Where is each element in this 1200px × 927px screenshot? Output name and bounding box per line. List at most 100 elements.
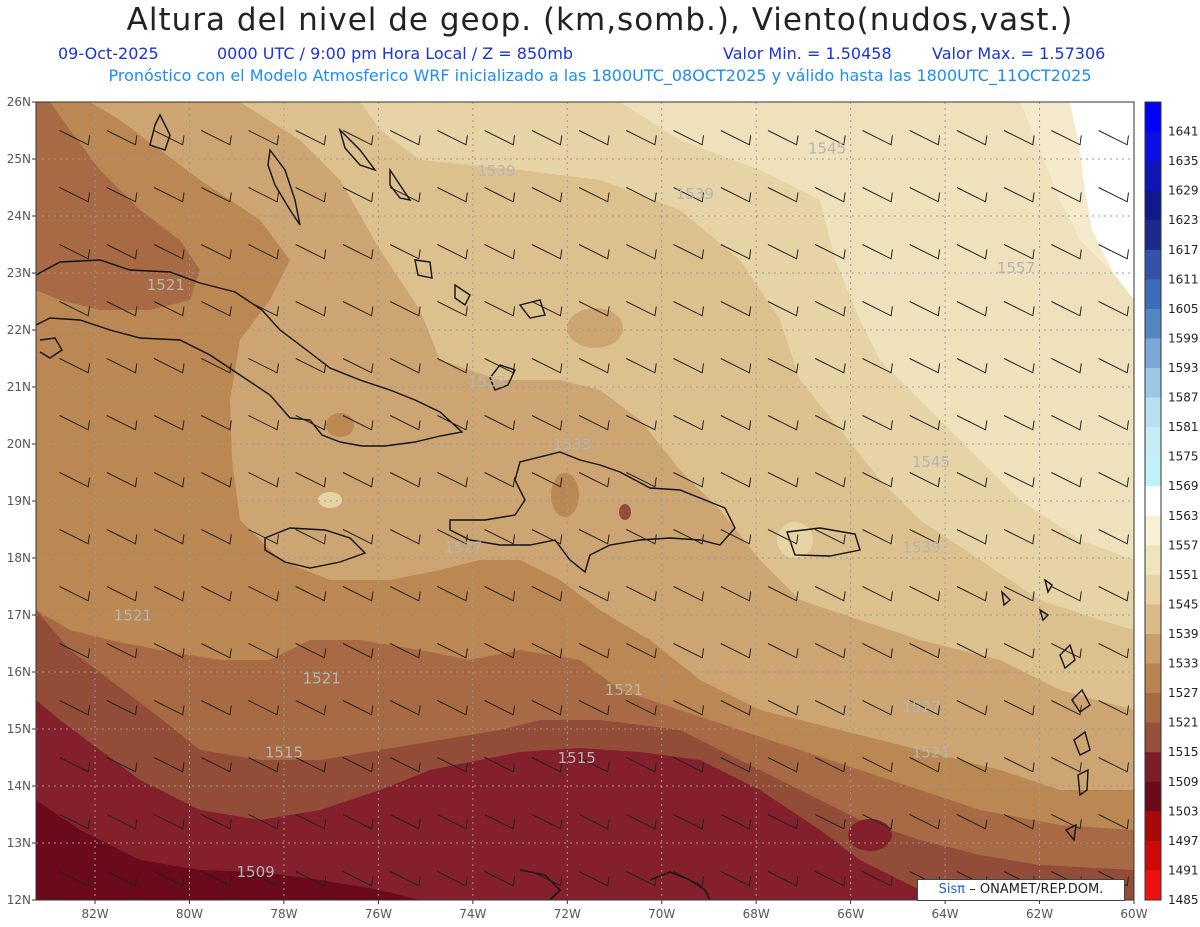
map-title: Altura del nivel de geop. (km,somb.), Vi… [126,2,1074,38]
lon-tick-label: 70W [648,907,675,921]
wind-barb [484,187,516,203]
wind-barb [1051,586,1082,602]
wind-barb [295,700,327,716]
wind-barb [862,700,893,716]
wind-barb [59,130,91,146]
wind-barb [862,643,893,659]
colorbar-swatch [1145,161,1161,192]
contour-label: 1515 [265,744,303,762]
wind-barb [106,700,138,716]
wind-barb [389,814,421,830]
wind-barb [862,586,893,602]
wind-barb [673,301,704,317]
wind-barb [295,757,327,773]
wind-barb [201,187,232,203]
wind-barb [342,814,374,830]
wind-barb [814,586,846,602]
wind-barb [342,472,374,488]
wind-barb [673,757,704,773]
wind-barb [59,529,91,545]
colorbar-level-label: 1575 [1168,450,1199,464]
lon-tick-label: 78W [270,907,297,921]
coastlines [35,113,1091,901]
colorbar-level-label: 1563 [1168,509,1199,523]
wind-barb [862,244,893,260]
wind-barb [531,700,563,716]
colorbar-swatch [1145,338,1161,369]
wind-barb [1003,814,1035,830]
wind-barb [106,871,138,887]
colorbar-level-label: 1539 [1168,627,1199,641]
wind-barb [767,700,799,716]
wind-barb [862,871,893,887]
wind-barb [1051,643,1082,659]
wind-barb [1098,358,1129,374]
colorbar-level-label: 1515 [1168,745,1199,759]
lat-tick-label: 26N [7,95,31,109]
wind-barb [59,643,91,659]
wind-barb [59,187,91,203]
lat-tick-label: 22N [7,323,31,337]
longitude-axis: 82W 80W 78W 76W 74W 72W 70W 68W 66W 64W 62W 60W [81,900,1148,921]
wind-barb [201,415,232,431]
wind-barb [484,358,516,374]
wind-barb [201,472,232,488]
time-label: 0000 UTC / 9:00 pm Hora Local / Z = 850m… [217,44,574,63]
wind-barb [248,700,279,716]
wind-barb [153,586,185,602]
wind-barb [1051,757,1082,773]
wind-barb [59,244,91,260]
wind-barb [1051,529,1082,545]
wind-barb [720,130,752,146]
wind-barb [201,130,232,146]
wind-barb [531,757,563,773]
wind-barb [389,301,421,317]
wind-barb [626,700,657,716]
wind-barb [956,301,988,317]
lat-tick-label: 24N [7,209,31,223]
wind-barb [437,415,468,431]
wind-barb [437,130,468,146]
wind-barb [248,244,279,260]
wind-barb [437,643,468,659]
wind-barb [59,757,91,773]
wind-barb [626,130,657,146]
wind-barb [201,700,232,716]
wind-barb [1051,415,1082,431]
wind-barb [626,301,657,317]
lat-tick-label: 16N [7,665,31,679]
wind-barb [484,301,516,317]
wind-barb [201,244,232,260]
colorbar-level-label: 1557 [1168,538,1199,552]
contour-label: 1521 [605,681,643,699]
wind-barb [248,814,279,830]
wind-barb [389,187,421,203]
wind-barb [1098,415,1129,431]
contour-label: 1521 [147,276,185,294]
wind-barb [673,415,704,431]
wind-barb [1003,358,1035,374]
wind-barb [59,871,91,887]
colorbar-level-label: 1641 [1168,125,1199,139]
wind-barb [578,130,610,146]
wind-barb [767,871,799,887]
colorbar-level-label: 1587 [1168,391,1199,405]
wind-barb [956,244,988,260]
wind-barb [437,529,468,545]
contour-label: 1557 [997,259,1035,277]
colorbar-swatch [1145,279,1161,310]
colorbar-level-label: 1617 [1168,243,1199,257]
wind-barb [1003,301,1035,317]
onamet-credit-text: – ONAMET/REP.DOM. [969,882,1104,897]
wind-barb [673,529,704,545]
wind-barb [342,358,374,374]
colorbar-level-label: 1521 [1168,716,1199,730]
wind-barb [1003,472,1035,488]
contour-label: 1527 [444,538,482,556]
wind-barb [673,187,704,203]
credit-box: Sisπ – ONAMET/REP.DOM. [917,879,1125,901]
wind-barb [1098,529,1129,545]
colorbar-level-label: 1605 [1168,302,1199,316]
min-value-label: Valor Min. = 1.50458 [723,44,892,63]
wind-barb [248,130,279,146]
